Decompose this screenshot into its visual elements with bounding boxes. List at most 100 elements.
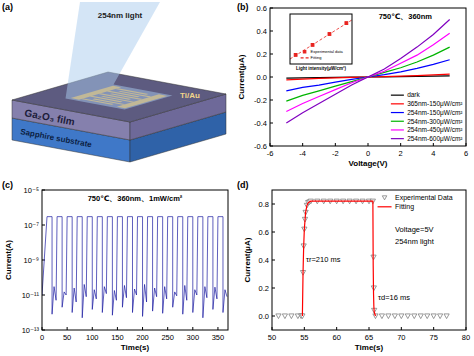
electrode-label: Ti/Au bbox=[180, 91, 200, 100]
legend-swatch bbox=[378, 206, 392, 207]
y-tick-label: 0.6 bbox=[259, 228, 269, 237]
data-point bbox=[276, 314, 281, 319]
film-label: Ga₂O₃ film bbox=[24, 107, 76, 127]
legend-label: Fitting bbox=[395, 203, 414, 211]
y-tick-label: 0.2 bbox=[257, 50, 267, 59]
chart-title: 750℃、360nm、1mW/cm² bbox=[88, 194, 183, 203]
plot-frame bbox=[290, 14, 352, 64]
data-point bbox=[282, 314, 287, 319]
x-axis-label: Light intensity(μW/cm²) bbox=[296, 66, 347, 71]
legend-label: 254nm-450μW/cm² bbox=[407, 126, 463, 134]
y-tick-label: 0.4 bbox=[259, 256, 269, 265]
data-point bbox=[289, 314, 294, 319]
x-tick-label: 0 bbox=[40, 333, 44, 342]
y-tick-label: 0.4 bbox=[257, 27, 267, 36]
legend-swatch bbox=[301, 57, 309, 58]
y-tick-label: -0.6 bbox=[254, 142, 267, 151]
chart-title: 750℃、360nm bbox=[379, 12, 433, 21]
x-tick-label: 65 bbox=[365, 333, 373, 342]
x-tick-label: -2 bbox=[332, 149, 339, 158]
legend: dark365nm-150μW/cm²254nm-150μW/cm²254nm-… bbox=[391, 91, 463, 143]
x-tick-label: 55 bbox=[300, 333, 308, 342]
legend-label: Experimental Data bbox=[395, 194, 453, 202]
data-point bbox=[386, 314, 391, 319]
y-tick-label: 10⁻⁵ bbox=[24, 186, 39, 195]
plot-background bbox=[272, 190, 466, 330]
plot-frame bbox=[42, 190, 228, 330]
x-tick-label: 250 bbox=[161, 333, 174, 342]
legend-swatch bbox=[391, 112, 404, 113]
data-point bbox=[431, 314, 436, 319]
legend-label: 254nm-300μW/cm² bbox=[407, 118, 463, 126]
legend-swatch bbox=[382, 196, 386, 200]
x-tick-label: 80 bbox=[462, 333, 470, 342]
data-point bbox=[379, 314, 384, 319]
x-tick-label: 100 bbox=[86, 333, 99, 342]
plot-background bbox=[270, 8, 466, 146]
x-axis-label: Time(s) bbox=[355, 343, 384, 352]
chart-1: Light intensity(μW/cm²) Experimental data… bbox=[290, 14, 352, 71]
legend-label: Experimental data bbox=[311, 49, 344, 54]
y-tick-label: 0.0 bbox=[259, 312, 269, 321]
data-point bbox=[399, 314, 404, 319]
legend: Experimental dataFitting bbox=[301, 49, 344, 60]
legend-swatch bbox=[391, 95, 404, 96]
data-point bbox=[392, 314, 397, 319]
x-tick-label: 0 bbox=[366, 149, 370, 158]
legend-label: dark bbox=[407, 91, 420, 98]
legend-swatch bbox=[303, 50, 306, 53]
plot-background bbox=[290, 14, 352, 64]
x-tick-label: 50 bbox=[63, 333, 71, 342]
legend-label: Fitting bbox=[311, 55, 322, 60]
x-tick-label: 300 bbox=[187, 333, 200, 342]
x-tick-label: 150 bbox=[111, 333, 124, 342]
data-point bbox=[405, 314, 410, 319]
x-tick-label: -4 bbox=[299, 149, 306, 158]
legend-label: 254nm-600μW/cm² bbox=[407, 135, 463, 143]
data-point bbox=[412, 314, 417, 319]
x-tick-label: 50 bbox=[268, 333, 276, 342]
data-point bbox=[425, 314, 430, 319]
y-tick-label: 10⁻⁷ bbox=[24, 221, 39, 230]
series-line bbox=[286, 47, 449, 101]
y-tick-label: 0.8 bbox=[259, 200, 269, 209]
series-line bbox=[302, 201, 375, 316]
legend-label: 254nm-150μW/cm² bbox=[407, 109, 463, 117]
legend-swatch bbox=[391, 138, 404, 139]
y-axis-label: Current(μA) bbox=[237, 54, 246, 99]
legend-label: 365nm-150μW/cm² bbox=[407, 100, 463, 108]
x-tick-label: 4 bbox=[431, 149, 435, 158]
chart-0: -6-4-20246-0.6-0.4-0.20.00.20.40.6Voltag… bbox=[237, 2, 468, 168]
y-axis-label: Current(A) bbox=[4, 240, 13, 280]
panel-label: (a) bbox=[2, 2, 13, 12]
data-point bbox=[444, 314, 449, 319]
substrate-label: Sapphire substrate bbox=[20, 127, 93, 149]
y-tick-label: 0.2 bbox=[259, 284, 269, 293]
data-group bbox=[42, 217, 227, 318]
y-tick-label: -0.2 bbox=[254, 96, 267, 105]
data-group bbox=[276, 199, 449, 318]
chart-2: 05010015020025030035010⁻¹³10⁻¹¹10⁻⁹10⁻⁷1… bbox=[2, 180, 228, 352]
panel-label: (b) bbox=[237, 2, 249, 12]
y-tick-label: 0.6 bbox=[257, 4, 267, 13]
light-beam bbox=[66, 2, 173, 110]
y-tick-label: 10⁻⁹ bbox=[23, 256, 39, 265]
annotation: τr=210 ms bbox=[306, 255, 341, 264]
x-tick-label: 2 bbox=[399, 149, 403, 158]
x-tick-label: 200 bbox=[136, 333, 149, 342]
plot-frame bbox=[272, 190, 466, 330]
chart-3: 505560657075800.00.20.40.60.8Time(s)Curr… bbox=[237, 180, 470, 352]
x-tick-label: 70 bbox=[397, 333, 405, 342]
annotation: τd=16 ms bbox=[378, 293, 410, 302]
panel-label: (c) bbox=[2, 180, 13, 190]
x-tick-label: 6 bbox=[464, 149, 468, 158]
series-line bbox=[42, 217, 227, 318]
series-line bbox=[290, 20, 352, 59]
legend-swatch bbox=[391, 121, 404, 122]
x-tick-label: 60 bbox=[332, 333, 340, 342]
figure: 254nm lightTi/AuGa₂O₃ filmSapphire subst… bbox=[0, 0, 474, 356]
x-tick-label: 75 bbox=[429, 333, 437, 342]
legend-swatch bbox=[391, 129, 404, 130]
x-tick-label: -6 bbox=[267, 149, 274, 158]
x-tick-label: 350 bbox=[212, 333, 225, 342]
